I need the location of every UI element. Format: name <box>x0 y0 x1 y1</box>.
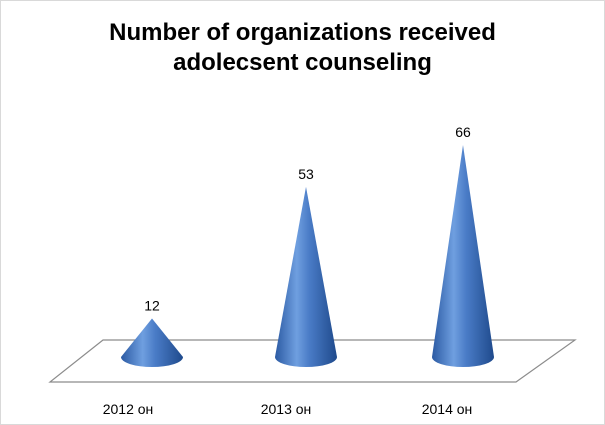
x-tick-label: 2014 он <box>422 401 473 417</box>
cone-body <box>432 145 494 367</box>
cone-body <box>275 186 337 367</box>
x-tick-label: 2012 он <box>103 401 154 417</box>
data-label: 66 <box>455 124 471 140</box>
x-tick-label: 2013 он <box>261 401 312 417</box>
chart-title: Number of organizations received adolecs… <box>0 18 605 78</box>
cone-body <box>121 318 183 367</box>
data-label: 12 <box>144 297 160 313</box>
cone-1 <box>121 318 183 367</box>
data-label: 53 <box>298 166 314 182</box>
cone-3 <box>432 145 494 367</box>
chart-title-line-1: Number of organizations received <box>109 19 496 46</box>
chart-title-line-2: adolecsent counseling <box>173 49 432 76</box>
cone-2 <box>275 186 337 367</box>
